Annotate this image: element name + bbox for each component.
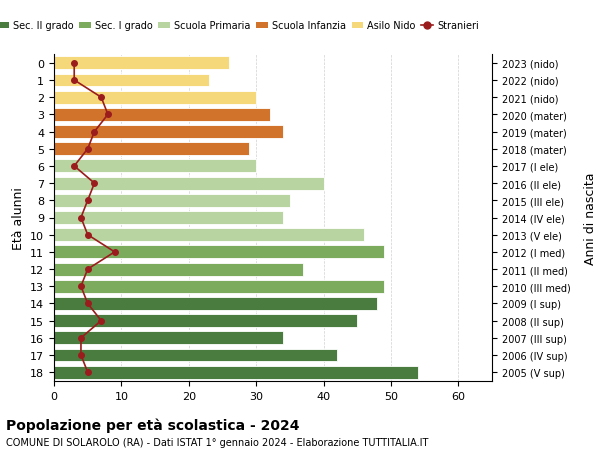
- Bar: [54, 57, 229, 70]
- Bar: [54, 109, 269, 122]
- Bar: [54, 366, 418, 379]
- Bar: [54, 177, 323, 190]
- Bar: [54, 314, 357, 327]
- Bar: [54, 160, 256, 173]
- Bar: [54, 280, 384, 293]
- Bar: [54, 349, 337, 362]
- Bar: [54, 74, 209, 87]
- Bar: [54, 246, 384, 259]
- Bar: [54, 126, 283, 139]
- Bar: [54, 263, 304, 276]
- Bar: [54, 143, 250, 156]
- Y-axis label: Età alunni: Età alunni: [11, 187, 25, 249]
- Text: Popolazione per età scolastica - 2024: Popolazione per età scolastica - 2024: [6, 418, 299, 432]
- Bar: [54, 332, 283, 345]
- Bar: [54, 195, 290, 207]
- Bar: [54, 297, 377, 310]
- Bar: [54, 91, 256, 104]
- Y-axis label: Anni di nascita: Anni di nascita: [584, 172, 598, 264]
- Bar: [54, 212, 283, 224]
- Bar: [54, 229, 364, 241]
- Legend: Sec. II grado, Sec. I grado, Scuola Primaria, Scuola Infanzia, Asilo Nido, Stran: Sec. II grado, Sec. I grado, Scuola Prim…: [0, 17, 482, 35]
- Text: COMUNE DI SOLAROLO (RA) - Dati ISTAT 1° gennaio 2024 - Elaborazione TUTTITALIA.I: COMUNE DI SOLAROLO (RA) - Dati ISTAT 1° …: [6, 437, 428, 447]
